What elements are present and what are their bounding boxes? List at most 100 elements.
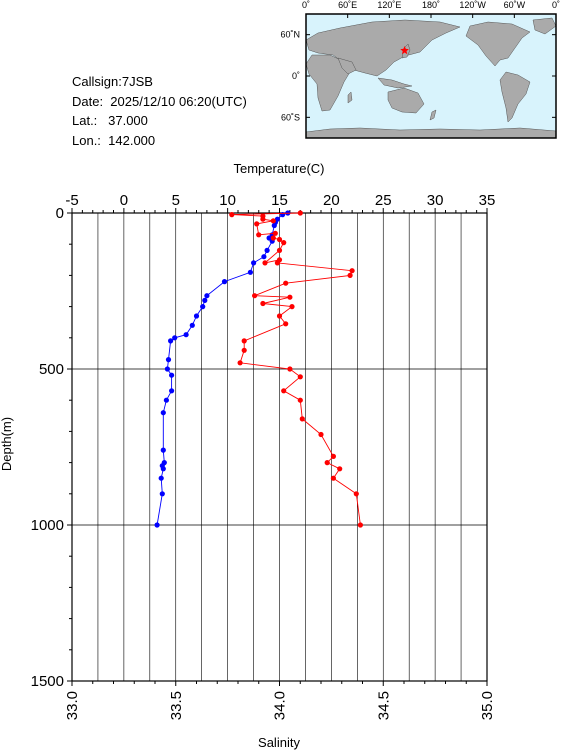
temperature-point [272,219,278,225]
temperature-point [154,522,160,528]
temperature-point [285,210,291,216]
salinity-point [287,366,293,372]
temperature-tick-label: 35 [479,192,496,209]
temperature-tick-label: 25 [375,192,392,209]
temperature-point [160,466,166,472]
temperature-point [274,216,280,222]
date-label: Date: 2025/12/10 06:20(UTC) [72,93,247,109]
map-lat-tick-label: 60˚N [280,30,300,40]
location-map: 0˚ 60˚E 120˚E 180˚ 120˚W 60˚W 0˚ 60˚N 0˚ 60˚S [280,0,560,139]
map-lon-tick-label: 120˚W [459,0,486,10]
salinity-point [357,522,363,528]
map-latitude-ticks: 60˚N 0˚ 60˚S [280,30,556,122]
temperature-tick-label: 10 [219,192,236,209]
temperature-point [261,254,267,260]
salinity-point [241,338,247,344]
salinity-point [276,247,283,253]
temperature-axis-label: Temperature(C) [233,161,324,176]
salinity-point [260,213,266,219]
salinity-point [330,475,336,481]
map-lon-tick-label: 60˚W [504,0,526,10]
temperature-point [204,293,210,299]
station-star-icon [400,46,409,55]
longitude-label: Lon.: 142.000 [72,132,156,148]
salinity-axis-label: Salinity [258,735,300,750]
salinity-axis: 33.0 33.5 34.0 34.5 35.0 [64,681,496,720]
salinity-series [229,210,363,528]
salinity-point [337,466,343,472]
map-lon-tick-label: 60˚E [338,0,357,10]
salinity-point [260,300,266,307]
temperature-line [156,212,288,526]
salinity-point [276,257,283,263]
salinity-point [287,294,293,300]
salinity-point [274,260,280,266]
callsign-label: Callsign:7JSB [72,74,153,89]
salinity-point [347,272,353,278]
depth-axis: 0 500 1000 1500 [31,205,72,690]
temperature-point [269,232,275,238]
salinity-point [256,232,262,238]
salinity-point [297,397,303,403]
latitude-label: Lat.: 37.000 [72,113,148,128]
salinity-tick-label: 34.5 [375,691,392,720]
salinity-point [349,268,355,274]
temperature-point [271,222,277,229]
temperature-point [164,366,170,372]
temperature-point [251,260,257,266]
temperature-point [163,397,169,403]
salinity-point [237,360,243,366]
salinity-point [353,491,359,497]
temperature-point [172,335,178,341]
salinity-point [297,374,303,380]
temperature-point [280,212,286,218]
salinity-point [252,293,258,299]
salinity-point [318,431,324,438]
temperature-point [160,410,166,416]
temperature-point [183,332,189,338]
salinity-point [262,260,268,266]
salinity-tick-label: 33.0 [64,691,81,720]
depth-axis-label: Depth(m) [0,417,14,471]
salinity-tick-label: 34.0 [272,691,289,720]
map-land [305,17,557,139]
temperature-tick-label: 0 [120,192,128,209]
salinity-point [276,236,283,243]
map-lat-tick-label: 0˚ [292,71,300,81]
depth-tick-label: 1000 [31,517,64,534]
depth-tick-label: 500 [39,361,64,378]
temperature-point [266,235,272,241]
temperature-tick-label: 5 [172,192,180,209]
salinity-point [297,210,303,216]
temperature-axis: -5 0 5 10 15 20 25 30 35 [65,192,495,213]
salinity-point [270,235,276,241]
temperature-tick-label: 15 [271,192,288,209]
map-lon-tick-label: 0˚ [552,0,560,10]
map-lon-tick-label: 180˚ [422,0,440,10]
temperature-point [264,247,270,253]
temperature-point [193,313,200,319]
chart-frame [71,212,488,682]
salinity-point [260,216,266,222]
salinity-point [283,280,289,286]
temperature-tick-label: -5 [65,192,78,209]
temperature-point [221,279,228,285]
map-lat-tick-label: 60˚S [281,112,300,122]
series-layer [154,210,363,528]
temperature-point [168,338,174,344]
plot-frame [71,212,488,682]
salinity-tick-label: 33.5 [168,691,185,720]
temperature-point [269,238,275,244]
map-longitude-ticks: 0˚ 60˚E 120˚E 180˚ 120˚W 60˚W 0˚ [302,0,560,18]
temperature-point [169,388,175,394]
salinity-point [272,230,278,236]
temperature-point [165,357,172,363]
salinity-point [270,218,276,224]
temperature-point [247,269,253,275]
temperature-point [159,463,165,469]
station-info: Callsign:7JSB Date: 2025/12/10 06:20(UTC… [72,72,247,150]
salinity-point [281,240,287,246]
map-lon-tick-label: 0˚ [302,0,310,10]
temperature-point [160,447,166,453]
depth-tick-label: 0 [56,205,64,222]
